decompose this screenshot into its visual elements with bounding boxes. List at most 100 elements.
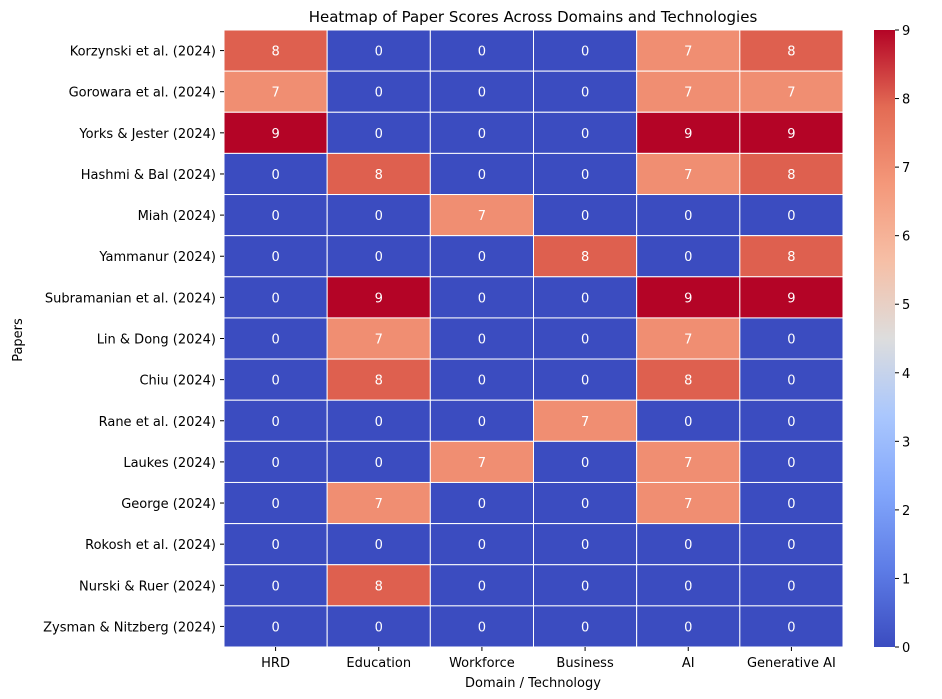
- heatmap-cell: [326, 523, 431, 566]
- heatmap-cell: [533, 194, 638, 237]
- heatmap-cell: [739, 70, 844, 113]
- cell-value-label: 0: [684, 250, 692, 265]
- colorbar-tick-label: 8: [902, 93, 910, 108]
- cell-value-label: 0: [581, 127, 589, 142]
- colorbar: [874, 30, 895, 647]
- cell-value-label: 0: [375, 250, 383, 265]
- heatmap-cell: [533, 317, 638, 360]
- heatmap-cell: [636, 399, 741, 442]
- heatmap-cell: [739, 194, 844, 237]
- cell-value-label: 8: [375, 579, 383, 594]
- heatmap-cell: [429, 194, 535, 237]
- row-tick-label: Gorowara et al. (2024): [69, 86, 216, 101]
- row-tick-label: Rane et al. (2024): [99, 415, 216, 430]
- heatmap-cell: [223, 564, 328, 607]
- heatmap-cell: [223, 29, 328, 72]
- cell-value-label: 0: [271, 538, 279, 553]
- cell-value-label: 0: [684, 538, 692, 553]
- heatmap-cell: [223, 317, 328, 360]
- cell-value-label: 8: [271, 45, 279, 60]
- row-tick-label: Lin & Dong (2024): [97, 333, 216, 348]
- heatmap-cell: [739, 564, 844, 607]
- cell-value-label: 0: [271, 333, 279, 348]
- heatmap-cell: [533, 523, 638, 566]
- cell-value-label: 7: [684, 168, 692, 183]
- heatmap-cell: [739, 276, 844, 319]
- heatmap-cell: [429, 523, 535, 566]
- row-tick-label: Nurski & Ruer (2024): [79, 579, 216, 594]
- cell-value-label: 0: [375, 127, 383, 142]
- heatmap-cell: [739, 152, 844, 196]
- cell-value-labels: 8 0 0 0 7 8 7 0 0 0 7 7 9 0 0 0 9 9 0 8 0 0 7 8 0 0 7 0 0 0 0 0 0 8 0 8 0 9 0 0…: [271, 45, 795, 636]
- heatmap-cell: [636, 152, 741, 196]
- heatmap-cell: [429, 564, 535, 607]
- cell-value-label: 7: [375, 333, 383, 348]
- cell-value-label: 0: [271, 209, 279, 224]
- cell-value-label: 0: [478, 86, 486, 101]
- cell-value-label: 0: [271, 620, 279, 635]
- heatmap-cell: [533, 152, 638, 196]
- cell-value-label: 0: [478, 250, 486, 265]
- heatmap-cell: [636, 358, 741, 401]
- y-axis-label: Papers: [11, 318, 26, 362]
- heatmap-cell: [429, 276, 535, 319]
- cell-value-label: 9: [684, 127, 692, 142]
- cell-value-label: 0: [684, 620, 692, 635]
- heatmap-cell: [739, 440, 844, 483]
- heatmap-cell: [223, 152, 328, 196]
- heatmap-cell: [429, 481, 535, 525]
- row-tick-label: Rokosh et al. (2024): [85, 538, 216, 553]
- cell-value-label: 0: [581, 333, 589, 348]
- cell-value-label: 7: [684, 456, 692, 471]
- cell-value-label: 9: [787, 291, 795, 306]
- heatmap-cell: [533, 440, 638, 483]
- row-tick-label: Korzynski et al. (2024): [70, 45, 216, 60]
- cell-value-label: 0: [271, 291, 279, 306]
- heatmap-cell: [223, 276, 328, 319]
- row-tick-label: George (2024): [121, 497, 216, 512]
- colorbar-tick-label: 3: [902, 435, 910, 450]
- heatmap-cell: [223, 523, 328, 566]
- x-axis-label: Domain / Technology: [465, 676, 601, 691]
- column-tick-labels: HRD Education Workforce Business AI Generativ…: [261, 647, 836, 671]
- cell-value-label: 8: [375, 168, 383, 183]
- heatmap-cell: [326, 111, 431, 154]
- heatmap-cell: [326, 29, 431, 72]
- cell-value-label: 7: [684, 333, 692, 348]
- cell-value-label: 0: [375, 538, 383, 553]
- cell-value-label: 0: [581, 620, 589, 635]
- cell-value-label: 0: [581, 45, 589, 60]
- cell-value-label: 7: [271, 86, 279, 101]
- colorbar-tick-label: 1: [902, 572, 910, 587]
- colorbar-tick-label: 0: [902, 641, 910, 656]
- heatmap-cell: [223, 358, 328, 401]
- cell-value-label: 9: [787, 127, 795, 142]
- heatmap-cell: [326, 70, 431, 113]
- cell-value-label: 0: [478, 374, 486, 389]
- cell-value-label: 0: [478, 333, 486, 348]
- heatmap-cell: [326, 481, 431, 525]
- cell-value-label: 0: [787, 374, 795, 389]
- cell-value-label: 7: [375, 497, 383, 512]
- column-tick-label: Business: [556, 656, 614, 671]
- row-tick-label: Miah (2024): [138, 209, 216, 224]
- heatmap-cell: [636, 605, 741, 648]
- cell-value-label: 0: [271, 168, 279, 183]
- heatmap-cell: [739, 358, 844, 401]
- heatmap-cell: [223, 440, 328, 483]
- cell-value-label: 0: [787, 209, 795, 224]
- cell-value-label: 0: [684, 415, 692, 430]
- heatmap-cell: [636, 523, 741, 566]
- row-tick-label: Chiu (2024): [139, 374, 216, 389]
- heatmap-cell: [533, 605, 638, 648]
- heatmap-cell: [739, 111, 844, 154]
- heatmap-cell: [533, 111, 638, 154]
- chart-title: Heatmap of Paper Scores Across Domains a…: [309, 8, 758, 26]
- heatmap-cell: [429, 29, 535, 72]
- heatmap-cell: [636, 564, 741, 607]
- cell-value-label: 0: [581, 538, 589, 553]
- cell-value-label: 0: [375, 45, 383, 60]
- cell-value-label: 9: [271, 127, 279, 142]
- cell-value-label: 0: [478, 415, 486, 430]
- cell-value-label: 0: [375, 415, 383, 430]
